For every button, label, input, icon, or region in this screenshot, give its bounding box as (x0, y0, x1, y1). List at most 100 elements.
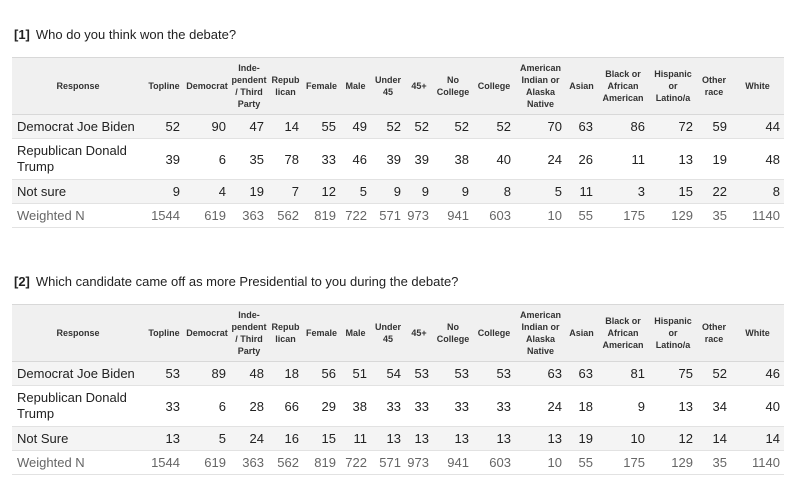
table-cell: 33 (144, 385, 184, 427)
table-cell: 13 (371, 426, 405, 451)
table-cell: 38 (433, 138, 473, 180)
table-cell: 38 (340, 385, 371, 427)
table-cell: 72 (649, 114, 697, 139)
table-cell: 571 (371, 203, 405, 228)
table-cell: 33 (473, 385, 515, 427)
table-cell: 5 (184, 426, 230, 451)
table-cell: 26 (566, 138, 597, 180)
table-cell: 13 (473, 426, 515, 451)
row-label: Republican Donald Trump (12, 385, 144, 427)
table-cell: 52 (405, 114, 433, 139)
table-cell: 9 (144, 179, 184, 204)
table-cell: 33 (371, 385, 405, 427)
table-body: Democrat Joe Biden 53 89 48 18 56 51 54 53 53 53 63… (12, 361, 784, 475)
table-cell: 722 (340, 203, 371, 228)
table-body: Democrat Joe Biden 52 90 47 14 55 49 52 52 52 52 70… (12, 114, 784, 228)
column-header: College (473, 304, 515, 362)
table-cell: 363 (230, 203, 268, 228)
table-cell: 19 (697, 138, 731, 180)
question-text: Which candidate came off as more Preside… (35, 274, 459, 289)
table-cell: 12 (303, 179, 340, 204)
table-cell: 819 (303, 450, 340, 475)
column-header: Democrat (184, 304, 230, 362)
table-cell: 44 (731, 114, 784, 139)
table-cell: 14 (731, 426, 784, 451)
column-header: Topline (144, 57, 184, 115)
table-cell: 39 (371, 138, 405, 180)
column-header: Other race (697, 57, 731, 115)
table-cell: 53 (144, 361, 184, 386)
table-cell: 11 (597, 138, 649, 180)
table-cell: 12 (649, 426, 697, 451)
column-header: Response (12, 57, 144, 115)
table-cell: 562 (268, 450, 303, 475)
column-header: Male (340, 57, 371, 115)
table-cell: 13 (405, 426, 433, 451)
table-cell: 53 (433, 361, 473, 386)
column-header: Repub lican (268, 304, 303, 362)
table-cell: 48 (230, 361, 268, 386)
table-cell: 603 (473, 450, 515, 475)
table-cell: 5 (340, 179, 371, 204)
question-text: Who do you think won the debate? (35, 27, 237, 42)
question-1-block: [1] Who do you think won the debate? Resp… (12, 26, 784, 228)
table-cell: 46 (340, 138, 371, 180)
table-cell: 973 (405, 203, 433, 228)
table-cell: 63 (566, 114, 597, 139)
table-cell: 13 (433, 426, 473, 451)
column-header: Response (12, 304, 144, 362)
table-cell: 19 (230, 179, 268, 204)
column-header: Other race (697, 304, 731, 362)
table-cell: 59 (697, 114, 731, 139)
column-header: Asian (566, 57, 597, 115)
table-cell: 52 (697, 361, 731, 386)
column-header: Black or African American (597, 304, 649, 362)
table-cell: 53 (405, 361, 433, 386)
column-header: Hispanic or Latino/a (649, 57, 697, 115)
table-cell: 13 (515, 426, 566, 451)
table-cell: 4 (184, 179, 230, 204)
row-label: Democrat Joe Biden (12, 361, 144, 386)
table-cell: 619 (184, 203, 230, 228)
question-number: [2] (14, 274, 30, 289)
table-cell: 55 (566, 203, 597, 228)
table-cell: 52 (433, 114, 473, 139)
table-cell: 78 (268, 138, 303, 180)
table-cell: 18 (566, 385, 597, 427)
table-cell: 22 (697, 179, 731, 204)
table-cell: 941 (433, 450, 473, 475)
column-header: Inde-pendent / Third Party (230, 57, 268, 115)
row-label: Not sure (12, 179, 144, 204)
table-cell: 10 (515, 203, 566, 228)
table-cell: 9 (405, 179, 433, 204)
question-2-block: [2] Which candidate came off as more Pres… (12, 273, 784, 475)
table-cell: 53 (473, 361, 515, 386)
column-header: Female (303, 304, 340, 362)
column-header: Asian (566, 304, 597, 362)
column-header: Repub lican (268, 57, 303, 115)
table-cell: 15 (649, 179, 697, 204)
table-cell: 52 (473, 114, 515, 139)
table-cell: 3 (597, 179, 649, 204)
table-cell: 39 (144, 138, 184, 180)
table-row: Democrat Joe Biden 53 89 48 18 56 51 54 53 53 53 63… (12, 361, 784, 386)
table-row: Weighted N 1544 619 363 562 819 722 571 973 941 60… (12, 450, 784, 475)
table-cell: 13 (649, 138, 697, 180)
table-cell: 14 (697, 426, 731, 451)
crosstab-table-1: Response Topline Democrat Inde-pendent / Thi… (12, 57, 784, 228)
column-header: Inde-pendent / Third Party (230, 304, 268, 362)
table-row: Weighted N 1544 619 363 562 819 722 571 973 941 60… (12, 203, 784, 228)
row-label: Weighted N (12, 203, 144, 228)
table-cell: 24 (515, 138, 566, 180)
table-cell: 47 (230, 114, 268, 139)
table-cell: 6 (184, 385, 230, 427)
table-cell: 75 (649, 361, 697, 386)
table-cell: 55 (303, 114, 340, 139)
table-row: Republican Donald Trump 39 6 35 78 33 46 39 39 38… (12, 138, 784, 180)
question-number: [1] (14, 27, 30, 42)
table-cell: 35 (697, 450, 731, 475)
table-cell: 175 (597, 450, 649, 475)
column-header: 45+ (405, 57, 433, 115)
table-cell: 1544 (144, 203, 184, 228)
table-cell: 56 (303, 361, 340, 386)
